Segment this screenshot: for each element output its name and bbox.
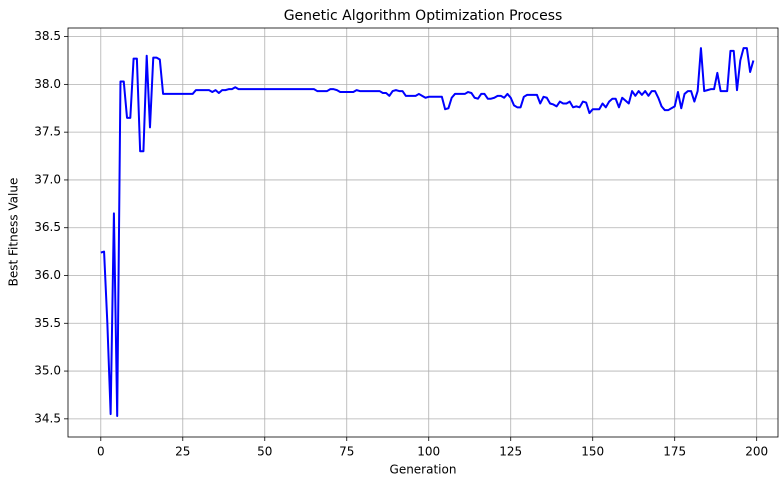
y-tick-label: 37.5 (34, 125, 61, 139)
chart-title: Genetic Algorithm Optimization Process (284, 8, 563, 24)
y-tick-label: 36.5 (34, 220, 61, 234)
y-tick-label: 35.0 (34, 364, 61, 378)
y-axis-label: Best Fitness Value (7, 178, 21, 287)
x-tick-label: 50 (257, 445, 272, 459)
x-tick-label: 25 (175, 445, 190, 459)
x-tick-label: 125 (499, 445, 522, 459)
x-axis-label: Generation (390, 463, 457, 477)
x-tick-label: 200 (745, 445, 768, 459)
x-tick-label: 75 (339, 445, 354, 459)
y-tick-label: 34.5 (34, 411, 61, 425)
plot-frame (67, 27, 779, 438)
x-tick-label: 150 (581, 445, 604, 459)
y-tick-label: 37.0 (34, 172, 61, 186)
x-tick-label: 175 (663, 445, 686, 459)
data-line (100, 47, 755, 417)
y-tick-label: 38.0 (34, 77, 61, 91)
x-tick-label: 0 (97, 445, 105, 459)
y-tick-label: 36.0 (34, 268, 61, 282)
x-tick-label: 100 (417, 445, 440, 459)
y-tick-label: 38.5 (34, 29, 61, 43)
y-tick-label: 35.5 (34, 316, 61, 330)
